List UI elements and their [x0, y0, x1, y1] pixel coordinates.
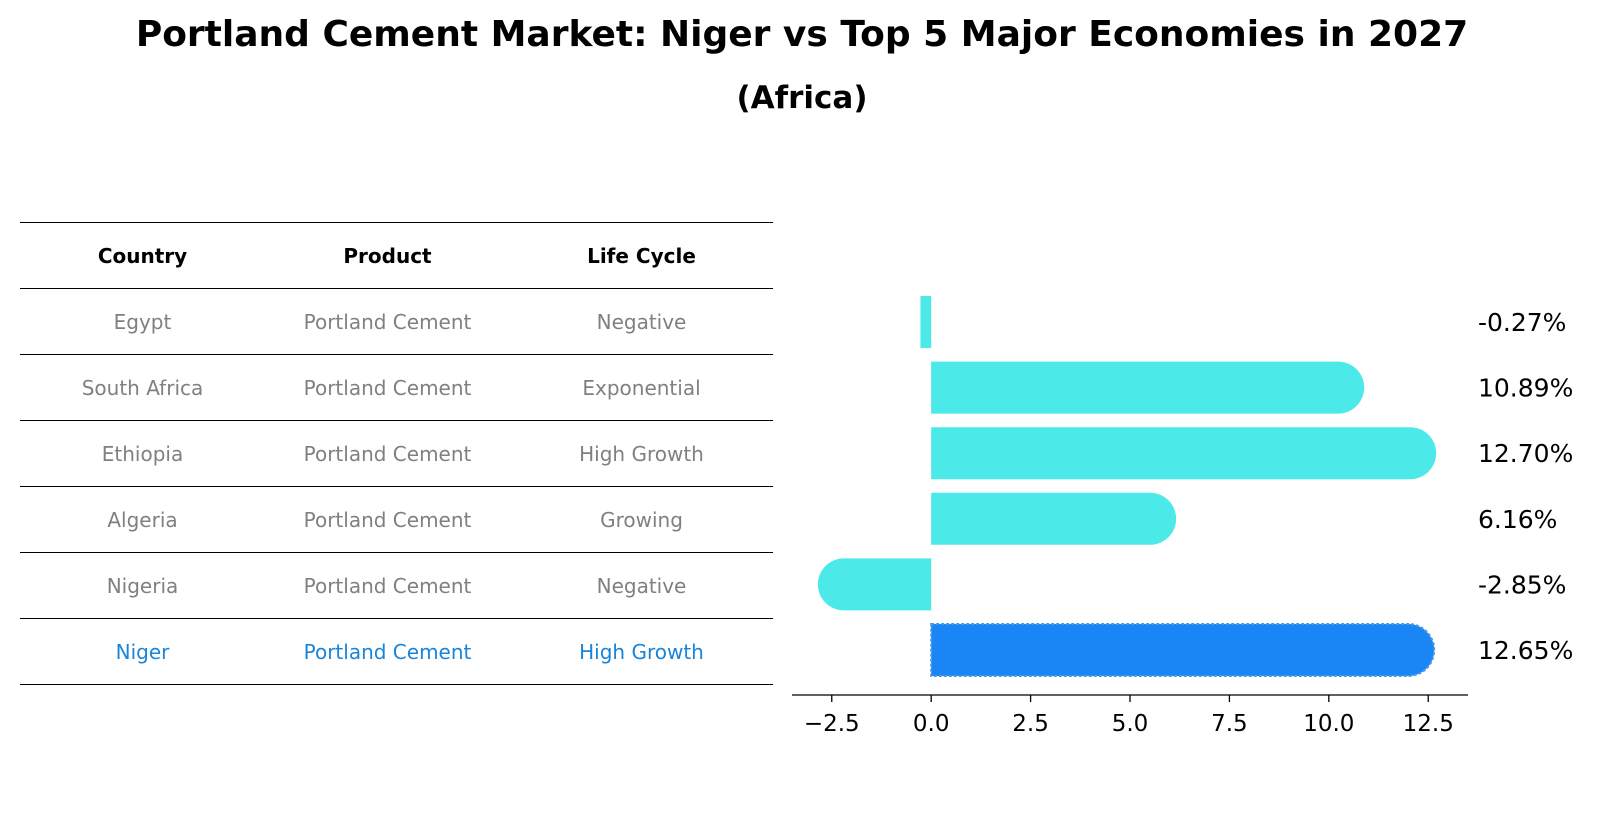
- x-tick-label: 12.5: [1403, 711, 1454, 737]
- data-label: 12.65%: [1478, 636, 1573, 665]
- x-tick-label: 7.5: [1211, 711, 1248, 737]
- table-row: Egypt Portland Cement Negative: [20, 288, 773, 355]
- cell-life-cycle: Exponential: [510, 354, 773, 421]
- data-label: 12.70%: [1478, 439, 1573, 468]
- chart-subtitle: (Africa): [736, 80, 868, 116]
- cell-product: Portland Cement: [265, 288, 510, 355]
- bar-ethiopia: [931, 427, 1437, 480]
- cell-country: Niger: [20, 618, 265, 685]
- cell-life-cycle: High Growth: [510, 618, 773, 685]
- cell-product: Portland Cement: [265, 420, 510, 487]
- data-label: -2.85%: [1478, 570, 1566, 599]
- table-row: South Africa Portland Cement Exponential: [20, 354, 773, 421]
- data-label: -0.27%: [1478, 308, 1566, 337]
- cell-product: Portland Cement: [265, 618, 510, 685]
- cell-product: Portland Cement: [265, 552, 510, 619]
- table-row: Ethiopia Portland Cement High Growth: [20, 420, 773, 487]
- x-tick-label: 0.0: [913, 711, 950, 737]
- bar-niger: [930, 623, 1436, 677]
- bar-algeria: [931, 492, 1177, 545]
- bar-south-africa: [931, 361, 1365, 414]
- table-header-row: Country Product Life Cycle: [20, 222, 773, 289]
- bar-nigeria: [817, 558, 932, 611]
- data-label: 6.16%: [1478, 505, 1557, 534]
- chart-title: Portland Cement Market: Niger vs Top 5 M…: [135, 14, 1469, 55]
- cell-product: Portland Cement: [265, 354, 510, 421]
- cell-life-cycle: Negative: [510, 552, 773, 619]
- cell-country: Algeria: [20, 486, 265, 553]
- table-row-highlight: Niger Portland Cement High Growth: [20, 618, 773, 685]
- header-country: Country: [20, 222, 265, 289]
- bar-egypt: [920, 296, 932, 348]
- data-label: 10.89%: [1478, 374, 1573, 403]
- country-table: Country Product Life Cycle Egypt Portlan…: [20, 222, 773, 685]
- table-row: Nigeria Portland Cement Negative: [20, 552, 773, 619]
- x-tick-label: −2.5: [804, 711, 860, 737]
- x-tick-label: 2.5: [1012, 711, 1049, 737]
- x-tick-label: 5.0: [1112, 711, 1149, 737]
- cell-country: Ethiopia: [20, 420, 265, 487]
- cell-life-cycle: Growing: [510, 486, 773, 553]
- x-tick-label: 10.0: [1303, 711, 1354, 737]
- header-product: Product: [265, 222, 510, 289]
- header-life-cycle: Life Cycle: [510, 222, 773, 289]
- cell-product: Portland Cement: [265, 486, 510, 553]
- cell-country: Egypt: [20, 288, 265, 355]
- cell-life-cycle: High Growth: [510, 420, 773, 487]
- cell-country: Nigeria: [20, 552, 265, 619]
- cell-country: South Africa: [20, 354, 265, 421]
- table-row: Algeria Portland Cement Growing: [20, 486, 773, 553]
- cell-life-cycle: Negative: [510, 288, 773, 355]
